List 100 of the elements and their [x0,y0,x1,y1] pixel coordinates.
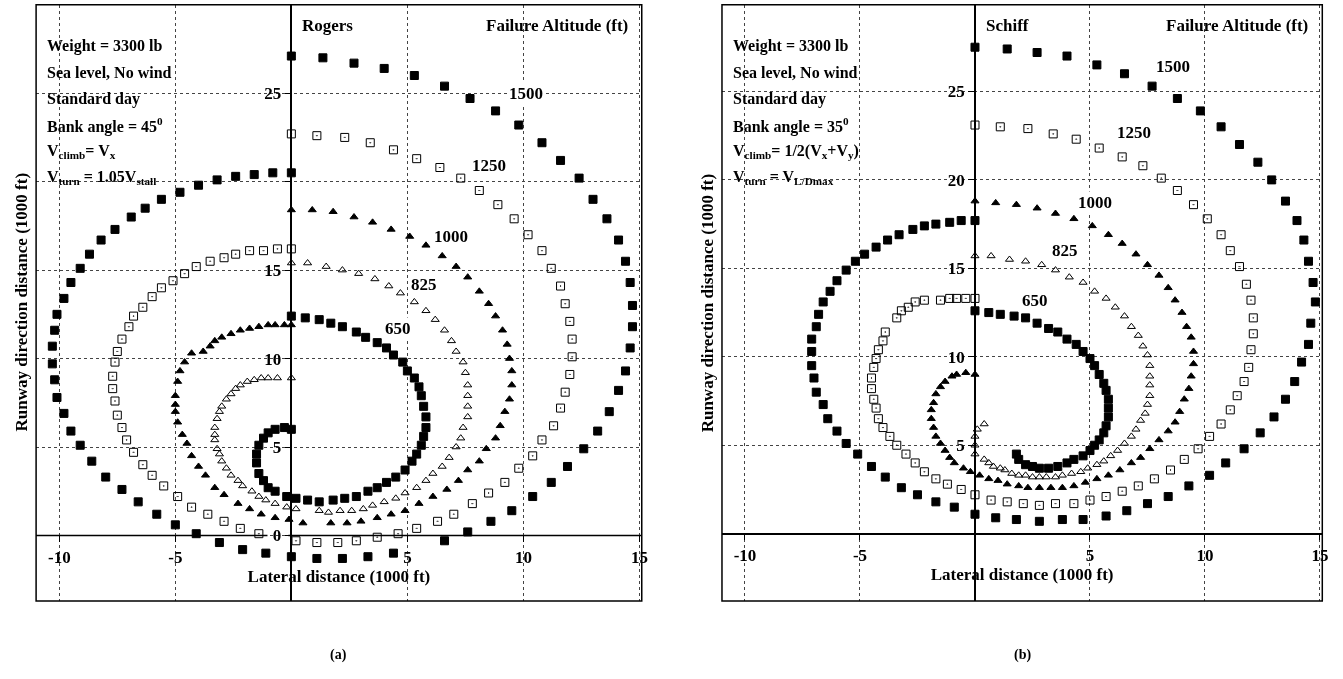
point [979,420,989,427]
point [1094,369,1104,379]
point [412,449,422,459]
point [1103,394,1113,404]
point [414,382,424,392]
point [1044,323,1054,333]
point [419,401,429,411]
point [1009,311,1019,321]
point [314,315,324,325]
point [1062,458,1072,468]
annotation: 1000 [1078,193,1112,212]
point [1090,361,1100,371]
point [1067,469,1077,476]
point [1099,457,1109,464]
point [995,464,1005,471]
point [988,462,998,469]
point [1145,361,1155,368]
point [1131,425,1141,432]
point [1126,432,1136,439]
point [1071,339,1081,349]
annotation: Sea level, No wind [47,64,172,81]
point [1101,294,1111,301]
point [970,450,980,457]
point [995,309,1005,319]
point [1021,313,1031,323]
point [303,495,313,505]
point [1110,303,1120,310]
point [1140,409,1150,416]
point [1138,342,1148,349]
y-tick-label: 25 [264,84,282,104]
point [1092,460,1102,467]
text: (a) [330,647,347,663]
point [1145,372,1155,379]
annotation: V$_{turn}$ = V$_{L/Dmax}$ [733,168,834,188]
annotation: 825 [411,275,437,294]
annotation: Failure Altitude (ft) [486,16,629,35]
point [1083,464,1093,471]
point [407,456,417,466]
x-tick-label: -5 [852,545,868,565]
point [314,497,324,507]
annotation: Bank angle = 35$^{0}$ [733,115,850,136]
point [1021,460,1031,470]
annotation: Failure Altitude (ft) [1166,16,1309,35]
point [1034,473,1044,480]
x-tick-label: 5 [403,547,412,567]
point [1090,287,1100,294]
x-tick-label: 10 [514,547,532,567]
point [1021,257,1031,264]
point [391,472,401,482]
point [328,495,338,505]
annotation: V$_{turn}$ = 1.05V$_{stall}$ [47,168,157,188]
point [1011,449,1021,459]
annotation: 650 [1022,291,1048,310]
annotation: V$_{climb}$= 1/2(V$_{x}$+V$_{y}$) [733,142,859,162]
point [1007,469,1017,476]
point [1057,471,1067,478]
point [984,458,994,466]
point [1076,467,1086,475]
y-tick-label: 0 [272,526,282,546]
point [398,357,408,367]
point [1101,385,1111,395]
point [337,322,347,332]
annotation: Weight = 3300 lb [47,37,163,55]
y-axis-title: Runway direction distance (1000 ft) [697,173,717,433]
point [1103,403,1113,413]
x-tick-label: -10 [733,545,757,565]
point [1037,260,1047,268]
annotation: Rogers [302,16,354,35]
point [1145,391,1155,398]
point [1044,463,1054,473]
point [1000,466,1010,473]
point [340,493,350,503]
y-tick-label: 15 [947,259,965,279]
point [270,424,280,434]
point [1053,327,1063,337]
annotation: Bank angle = 45$^{0}$ [47,115,164,136]
point [1126,322,1136,329]
x-tick-label: 5 [1085,545,1095,565]
y-tick-label: 5 [272,437,282,457]
point [361,332,371,342]
point [421,423,431,433]
point [421,412,431,422]
annotation: 1250 [472,156,506,175]
point [979,455,989,462]
point [400,465,410,475]
point [972,425,982,432]
point [372,483,382,493]
point [363,486,373,496]
point [970,441,980,448]
annotation: 825 [1052,241,1078,260]
y-axis-title: Runway direction distance (1000 ft) [11,172,31,432]
point [1145,381,1155,388]
annotation: 1500 [1156,57,1190,76]
point [252,449,262,459]
x-tick-label: -10 [47,547,71,567]
point [372,338,382,348]
y-tick-label: 10 [947,347,965,367]
point [252,458,262,468]
annotation: V$_{climb}$= V$_{x}$ [47,142,116,162]
point [986,251,996,259]
